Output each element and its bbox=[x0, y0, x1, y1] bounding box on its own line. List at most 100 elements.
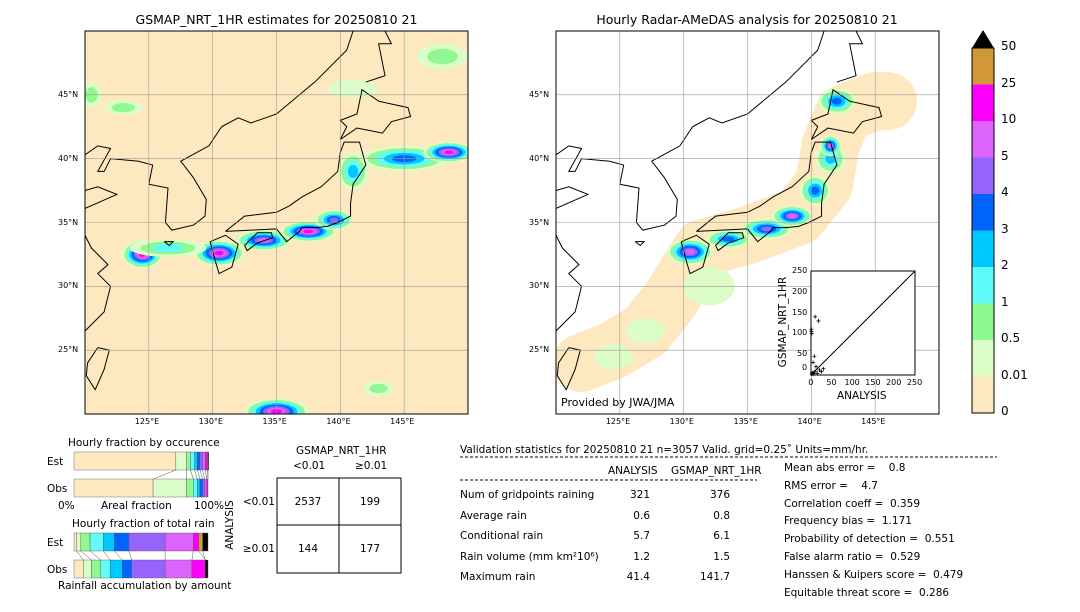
coastline bbox=[556, 186, 590, 332]
cell-hit-none: 2537 bbox=[294, 496, 322, 508]
scatter-y-tick: 150 bbox=[792, 307, 808, 317]
colorbar-segment bbox=[972, 376, 994, 413]
colorbar-segment bbox=[972, 84, 994, 121]
rain-fraction-segment bbox=[73, 532, 77, 552]
lon-tick-label: 125°E bbox=[605, 417, 631, 426]
contingency-row1: <0.01 bbox=[242, 496, 275, 508]
contingency-row-title: ANALYSIS bbox=[223, 500, 236, 550]
rain-cell bbox=[151, 244, 185, 252]
colorbar-frame bbox=[971, 47, 995, 414]
rain-fraction-connector bbox=[191, 550, 194, 561]
rain-cell bbox=[214, 250, 224, 256]
rain-cell bbox=[831, 97, 843, 105]
lon-tick-label: 135°E bbox=[733, 417, 758, 426]
colorbar-label: 0.01 bbox=[1001, 367, 1028, 382]
contingency-title: GSMAP_NRT_1HR bbox=[296, 445, 387, 457]
occurrence-connector bbox=[194, 469, 198, 480]
rain-cell bbox=[810, 186, 820, 195]
occurrence-segment bbox=[194, 451, 198, 471]
rain-cell bbox=[685, 249, 695, 255]
lon-tick-label: 145°E bbox=[861, 417, 886, 426]
lon-tick-label: 145°E bbox=[390, 417, 415, 426]
colorbar-label: 0.5 bbox=[1001, 331, 1021, 345]
lat-tick-label: 40°N bbox=[529, 153, 550, 163]
scatter-point bbox=[819, 369, 824, 374]
contingency-row2: ≥0.01 bbox=[242, 543, 275, 555]
rain-fraction-segment bbox=[164, 559, 193, 579]
occurrence-connector bbox=[199, 469, 203, 480]
occurrence-segment bbox=[205, 451, 208, 471]
lon-tick-label: 140°E bbox=[797, 417, 822, 426]
rain-fraction-title: Hourly fraction of total rain bbox=[72, 518, 215, 530]
coastline bbox=[696, 141, 838, 243]
colorbar-label: 4 bbox=[1001, 185, 1009, 199]
lon-tick-label: 135°E bbox=[262, 417, 287, 426]
rain-fraction-connector bbox=[103, 550, 111, 561]
left-map bbox=[84, 30, 469, 415]
colorbar-label: 1 bbox=[1001, 294, 1009, 309]
occ-est-label: Est bbox=[47, 456, 64, 468]
occurrence-connector bbox=[202, 469, 205, 480]
rain-fraction-segment bbox=[91, 559, 101, 579]
occurrence-connector bbox=[190, 469, 194, 480]
rain-fraction-connector bbox=[114, 550, 123, 561]
coastline bbox=[85, 126, 223, 231]
scatter-point bbox=[816, 318, 821, 323]
colorbar-label: 0 bbox=[1001, 404, 1009, 418]
occ-xlabel: Areal fraction bbox=[101, 500, 172, 512]
rain-fraction-segment bbox=[103, 532, 115, 552]
score-item: Correlation coeff = 0.359 bbox=[784, 497, 920, 510]
coastline bbox=[715, 232, 745, 252]
rain-cell bbox=[329, 217, 339, 223]
scatter-y-tick: 250 bbox=[792, 266, 808, 275]
colorbar-label: 5 bbox=[1001, 148, 1009, 163]
stats-gsmap-value: 6.1 bbox=[713, 530, 730, 542]
scatter-y-tick: 0 bbox=[802, 363, 808, 372]
rain-fraction-segment bbox=[76, 532, 81, 552]
colorbar-segment bbox=[972, 194, 994, 231]
occurrence-segment bbox=[73, 451, 177, 471]
scatter-point bbox=[815, 371, 820, 376]
rain-fraction-segment bbox=[83, 559, 92, 579]
rain-cell bbox=[303, 229, 314, 234]
scatter-y-tick: 50 bbox=[797, 349, 808, 359]
coastline bbox=[634, 241, 646, 247]
score-item: RMS error = 4.7 bbox=[784, 479, 878, 492]
colorbar-extend-arrow bbox=[972, 30, 994, 48]
rain-fraction-segment bbox=[109, 559, 123, 579]
score-item: Equitable threat score = 0.286 bbox=[784, 586, 950, 599]
coastline bbox=[339, 88, 412, 140]
scatter-x-tick: 200 bbox=[886, 378, 902, 387]
rain-fraction-connector bbox=[76, 550, 84, 561]
occ-xmax: 100% bbox=[194, 500, 225, 512]
scatter-point bbox=[809, 329, 814, 334]
coastline bbox=[836, 31, 864, 83]
occurrence-segment bbox=[193, 478, 198, 498]
coastline bbox=[810, 88, 883, 140]
stats-gsmap-value: 0.8 bbox=[713, 509, 730, 522]
stats-analysis-value: 0.6 bbox=[633, 509, 650, 522]
rain-fraction-segment bbox=[89, 532, 104, 552]
scatter-x-tick: 50 bbox=[826, 378, 837, 387]
rain-cell bbox=[369, 383, 388, 394]
contingency-col2: ≥0.01 bbox=[355, 460, 388, 472]
colorbar-label: 50 bbox=[1001, 39, 1017, 53]
rain-cell bbox=[111, 103, 135, 113]
colorbar-label: 25 bbox=[1001, 75, 1017, 90]
rain-cell bbox=[626, 318, 665, 344]
scatter-point bbox=[821, 366, 826, 371]
lon-tick-label: 130°E bbox=[669, 417, 694, 426]
occurrence-segment bbox=[207, 451, 209, 471]
scatter-xlabel: ANALYSIS bbox=[837, 390, 887, 402]
rain-fraction-segment bbox=[113, 532, 130, 552]
occurrence-segment bbox=[204, 478, 207, 498]
lat-tick-label: 45°N bbox=[529, 89, 550, 99]
scatter-point bbox=[813, 314, 818, 319]
rain-obs-label: Obs bbox=[47, 564, 68, 576]
occurrence-segment bbox=[175, 451, 187, 471]
rain-fraction-segment bbox=[164, 532, 194, 552]
coastline bbox=[244, 232, 274, 252]
cell-hit: 177 bbox=[359, 543, 381, 555]
stats-col-analysis: ANALYSIS bbox=[608, 465, 658, 477]
scatter-x-tick: 0 bbox=[808, 378, 814, 387]
